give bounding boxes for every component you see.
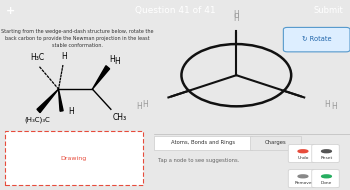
Text: Tap a node to see suggestions.: Tap a node to see suggestions. (158, 158, 239, 163)
Circle shape (298, 175, 308, 178)
FancyBboxPatch shape (250, 136, 301, 150)
Text: H: H (69, 107, 74, 116)
Polygon shape (92, 66, 110, 89)
Text: (H₃C)₃C: (H₃C)₃C (25, 116, 51, 123)
Text: Question 41 of 41: Question 41 of 41 (135, 6, 215, 15)
Text: H: H (331, 102, 337, 111)
Text: H: H (324, 100, 330, 109)
Text: +: + (6, 6, 15, 16)
FancyBboxPatch shape (312, 144, 339, 163)
Polygon shape (37, 89, 58, 113)
Text: H: H (109, 55, 115, 64)
Text: Undo: Undo (297, 155, 309, 160)
Text: Atoms, Bonds and Rings: Atoms, Bonds and Rings (171, 140, 235, 145)
FancyBboxPatch shape (284, 27, 350, 52)
FancyBboxPatch shape (312, 169, 339, 188)
Text: H: H (233, 14, 239, 23)
FancyBboxPatch shape (5, 131, 143, 185)
FancyBboxPatch shape (288, 144, 316, 163)
Text: H: H (233, 10, 239, 19)
Text: CH₃: CH₃ (112, 113, 127, 123)
FancyBboxPatch shape (154, 136, 252, 150)
Circle shape (298, 150, 308, 153)
Text: ↻ Rotate: ↻ Rotate (302, 36, 331, 42)
Text: H: H (136, 102, 142, 111)
Text: Reset: Reset (320, 155, 332, 160)
Text: Starting from the wedge-and-dash structure below, rotate the
back carbon to prov: Starting from the wedge-and-dash structu… (1, 29, 153, 48)
Text: H: H (61, 51, 67, 61)
Text: Done: Done (321, 180, 332, 185)
Polygon shape (58, 89, 63, 111)
Text: H: H (115, 57, 120, 66)
Text: Charges: Charges (265, 140, 286, 145)
Text: Drawing: Drawing (61, 156, 87, 161)
Text: Remove: Remove (294, 180, 312, 185)
FancyBboxPatch shape (288, 169, 316, 188)
Text: H: H (143, 100, 148, 109)
Circle shape (322, 175, 331, 178)
Text: H₃C: H₃C (30, 53, 44, 62)
Circle shape (322, 150, 331, 153)
Text: Submit: Submit (314, 6, 344, 15)
